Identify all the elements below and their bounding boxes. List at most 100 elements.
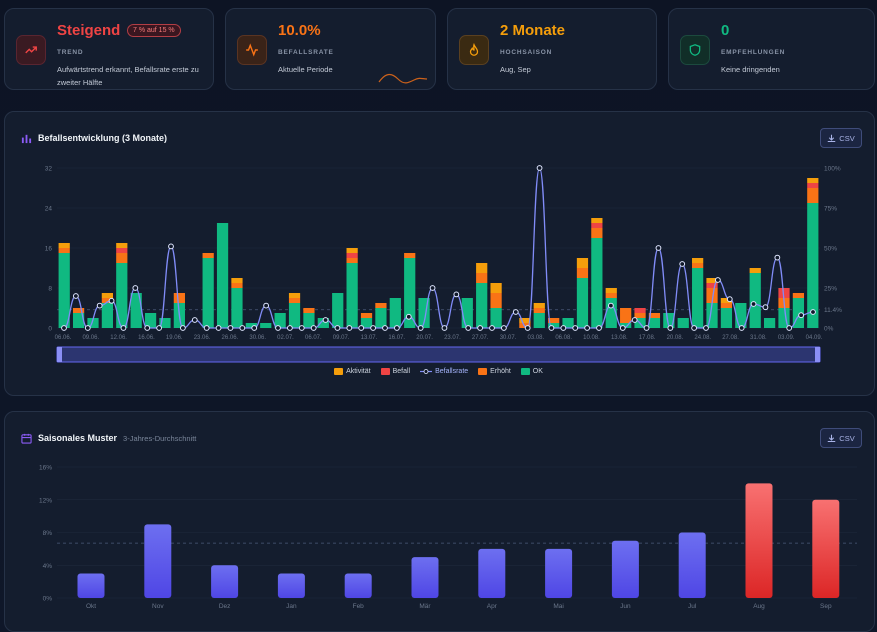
bar-segment-erhöht [591,228,603,238]
befallsrate-point [96,302,103,309]
befallsrate-point [786,325,793,331]
bar-segment-erhöht [303,308,315,313]
befallsrate-point [631,317,638,323]
befallsrate-point [726,296,733,303]
bar-segment-ok [476,283,488,328]
panel-subtitle: 3-Jahres-Durchschnitt [123,434,197,443]
bar-segment-ok [749,273,761,328]
bar-segment-erhöht [288,298,301,303]
csv-export-button[interactable]: CSV [820,128,862,148]
legend-swatch [478,368,488,375]
bar-segment-ok [605,298,617,328]
befallsrate-point [655,245,662,251]
bar-segment-aktivität [591,218,603,223]
bar-segment-ok [130,293,142,328]
shield-icon [680,35,710,65]
x-tick-label: 23.06. [194,335,211,341]
legend-item[interactable]: OK [520,368,543,375]
befallsrate-point [227,325,234,331]
bar-segment-ok [692,268,704,328]
bar-segment-erhöht [648,313,661,318]
bar-segment-erhöht [620,308,632,323]
bar-segment-erhöht [548,318,560,323]
kpi-card-trend: Steigend 7 % auf 15 % TREND Aufwärtstren… [4,8,214,90]
legend-item[interactable]: Befallsrate [420,368,468,375]
bar-segment-befall [634,308,646,313]
panel-title-text: Saisonales Muster [38,433,118,443]
befallsrate-point [263,302,270,309]
bar-segment-ok [418,298,430,328]
befallsrate-point [417,325,424,331]
bar-segment-ok [533,313,545,328]
bar-segment-ok [260,323,272,328]
legend-label: OK [532,368,543,375]
bar-segment-ok [620,323,632,328]
legend-swatch [380,368,390,375]
befallsrate-point [72,293,79,299]
x-tick-label: 02.07. [277,335,294,341]
x-tick-label: 27.08. [722,335,739,341]
befallsrate-point [524,325,531,331]
befallsrate-point [286,325,293,331]
befallsrate-point [774,254,781,261]
befallsrate-point [762,304,769,311]
befallsrate-point [500,325,507,331]
bar-segment-ok [101,303,114,328]
befallsrate-point [168,243,174,250]
legend-item[interactable]: Aktivität [334,368,371,375]
bar-segment-ok [375,308,387,328]
range-handle-left [57,347,62,362]
befallsrate-point [334,325,341,331]
befallsrate-point [548,325,555,331]
panel-saisonales-muster: Saisonales Muster 3-Jahres-Durchschnitt C… [4,411,875,632]
bar-segment-aktivität [749,268,761,273]
bar-segment-ok [735,303,747,328]
befallsrate-point [572,325,579,331]
chart-legend: Aktivität Befall Befallsrate Erhöht OK [0,368,877,375]
bar-segment-erhöht [533,308,545,313]
befallsrate-point [667,325,674,331]
x-tick-label: 12.06. [110,335,127,341]
bar-segment-befall [116,248,128,253]
bar-segment-ok [346,263,358,328]
bar-segment-erhöht [692,263,704,268]
x-tick-label: 06.08. [555,335,572,341]
bar-segment-befall [778,288,790,298]
kpi-value: 10.0% [278,22,321,39]
befallsrate-point [310,325,317,331]
x-tick-label: 03.09. [778,335,795,341]
csv-export-button[interactable]: CSV [820,428,862,448]
befallsrate-point [275,325,281,331]
befallsrate-point [703,325,709,331]
kpi-value: 2 Monate [500,22,566,39]
kpi-card-empfehlungen: 0 EMPFEHLUNGEN Keine dringenden [668,8,875,90]
y-tick-label: 32 [45,166,53,173]
befallsrate-point [584,325,591,331]
bar-segment-befall [807,183,819,188]
activity-icon [237,35,267,65]
befallsrate-point [191,317,198,323]
befallsrate-point [750,301,757,307]
bar-segment-erhöht [404,253,416,258]
bar-segment-ok [389,298,401,328]
y-tick-label: 0 [48,326,52,333]
bar-segment-erhöht [476,273,488,283]
befallsrate-point [560,325,567,331]
bar-segment-aktivität [533,303,545,308]
bar-segment-ok [317,318,329,328]
legend-label: Befallsrate [435,368,469,375]
befallsrate-point [453,291,460,298]
bar-segment-erhöht [346,258,358,263]
legend-item[interactable]: Erhöht [478,368,511,375]
befallsrate-point [405,313,412,320]
x-tick-label: 03.08. [528,335,545,341]
legend-item[interactable]: Befall [380,368,411,375]
x-tick-label: 16.07. [388,335,405,341]
befallsrate-point [370,325,377,331]
legend-label: Befall [392,368,411,375]
download-icon [828,434,836,442]
x-tick-label: 16.06. [138,335,155,341]
x-tick-label: 20.07. [416,335,433,341]
kpi-card-befallsrate: 10.0% BEFALLSRATE Aktuelle Periode [225,8,436,90]
befallsrate-point [108,297,115,304]
